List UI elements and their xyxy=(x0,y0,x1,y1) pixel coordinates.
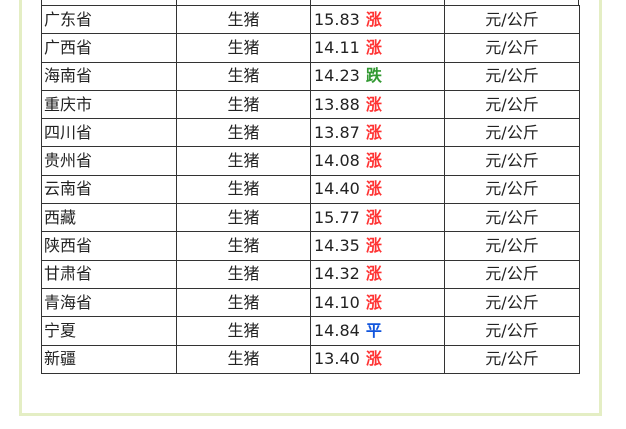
price-cell: 14.35 涨 xyxy=(310,231,445,261)
province: 广西省 xyxy=(41,33,177,63)
price: 14.40 xyxy=(314,179,360,199)
price: 14.35 xyxy=(314,236,360,256)
price: 14.10 xyxy=(314,292,360,312)
province: 陕西省 xyxy=(41,231,177,261)
province: 海南省 xyxy=(41,61,177,91)
province: 青海省 xyxy=(41,287,177,318)
trend: 涨 xyxy=(365,292,382,312)
product: 生猪 xyxy=(176,231,311,261)
unit: 元/公斤 xyxy=(444,61,580,91)
product: 生猪 xyxy=(176,4,311,35)
table-row: 广西省 生猪 14.11 涨元/公斤 xyxy=(41,33,580,63)
product: 生猪 xyxy=(176,203,311,233)
unit: 元/公斤 xyxy=(444,118,580,148)
trend: 涨 xyxy=(365,236,382,256)
table-row: 新疆 生猪 13.40 涨元/公斤 xyxy=(41,344,580,374)
trend: 涨 xyxy=(365,179,382,199)
price: 13.88 xyxy=(314,94,360,114)
unit: 元/公斤 xyxy=(444,344,580,374)
province: 云南省 xyxy=(41,174,177,205)
table-row: 青海省 生猪 14.10 涨元/公斤 xyxy=(41,287,580,318)
price-cell: 14.23 跌 xyxy=(310,61,445,91)
price-table: 广东省 生猪 15.83 涨元/公斤 广西省 生猪 14.11 涨元/公斤 海南省 生猪 14.23… xyxy=(41,4,580,374)
province: 宁夏 xyxy=(41,316,177,346)
table-top-stub xyxy=(41,0,579,5)
unit: 元/公斤 xyxy=(444,33,580,63)
product: 生猪 xyxy=(176,316,311,346)
province: 四川省 xyxy=(41,118,177,148)
product: 生猪 xyxy=(176,61,311,91)
frame xyxy=(19,0,602,416)
province: 新疆 xyxy=(41,344,177,374)
table-row: 广东省 生猪 15.83 涨元/公斤 xyxy=(41,4,580,35)
price-cell: 15.83 涨 xyxy=(310,4,445,35)
table-row: 重庆市 生猪 13.88 涨元/公斤 xyxy=(41,89,580,120)
price-cell: 14.84 平 xyxy=(310,316,445,346)
price-cell: 14.08 涨 xyxy=(310,146,445,176)
unit: 元/公斤 xyxy=(444,231,580,261)
price-cell: 13.88 涨 xyxy=(310,89,445,120)
unit: 元/公斤 xyxy=(444,174,580,205)
product: 生猪 xyxy=(176,287,311,318)
trend: 涨 xyxy=(365,122,382,142)
price: 14.23 xyxy=(314,66,360,86)
price: 15.77 xyxy=(314,207,360,227)
table-row: 西藏 生猪 15.77 涨元/公斤 xyxy=(41,203,580,233)
unit: 元/公斤 xyxy=(444,146,580,176)
province: 重庆市 xyxy=(41,89,177,120)
trend: 平 xyxy=(365,320,382,340)
table-row: 陕西省 生猪 14.35 涨元/公斤 xyxy=(41,231,580,261)
price: 14.84 xyxy=(314,320,360,340)
trend: 涨 xyxy=(365,151,382,171)
price-cell: 14.10 涨 xyxy=(310,287,445,318)
table-row: 贵州省 生猪 14.08 涨元/公斤 xyxy=(41,146,580,176)
province: 贵州省 xyxy=(41,146,177,176)
province: 甘肃省 xyxy=(41,259,177,289)
price-cell: 13.87 涨 xyxy=(310,118,445,148)
product: 生猪 xyxy=(176,259,311,289)
price-cell: 14.40 涨 xyxy=(310,174,445,205)
trend: 涨 xyxy=(365,94,382,114)
unit: 元/公斤 xyxy=(444,287,580,318)
trend: 涨 xyxy=(365,37,382,57)
product: 生猪 xyxy=(176,344,311,374)
table-row: 甘肃省 生猪 14.32 涨元/公斤 xyxy=(41,259,580,289)
province: 西藏 xyxy=(41,203,177,233)
unit: 元/公斤 xyxy=(444,89,580,120)
price: 13.87 xyxy=(314,122,360,142)
trend: 涨 xyxy=(365,207,382,227)
product: 生猪 xyxy=(176,146,311,176)
unit: 元/公斤 xyxy=(444,316,580,346)
price: 14.08 xyxy=(314,151,360,171)
unit: 元/公斤 xyxy=(444,203,580,233)
price-cell: 14.11 涨 xyxy=(310,33,445,63)
price: 14.32 xyxy=(314,264,360,284)
table-row: 云南省 生猪 14.40 涨元/公斤 xyxy=(41,174,580,205)
price: 13.40 xyxy=(314,349,360,369)
price: 15.83 xyxy=(314,9,360,29)
price-cell: 15.77 涨 xyxy=(310,203,445,233)
table-row: 宁夏 生猪 14.84 平元/公斤 xyxy=(41,316,580,346)
unit: 元/公斤 xyxy=(444,259,580,289)
trend: 跌 xyxy=(365,66,382,86)
price-cell: 14.32 涨 xyxy=(310,259,445,289)
trend: 涨 xyxy=(365,264,382,284)
province: 广东省 xyxy=(41,4,177,35)
price: 14.11 xyxy=(314,37,360,57)
unit: 元/公斤 xyxy=(444,4,580,35)
product: 生猪 xyxy=(176,174,311,205)
product: 生猪 xyxy=(176,33,311,63)
product: 生猪 xyxy=(176,89,311,120)
table-row: 海南省 生猪 14.23 跌元/公斤 xyxy=(41,61,580,91)
trend: 涨 xyxy=(365,9,382,29)
product: 生猪 xyxy=(176,118,311,148)
price-cell: 13.40 涨 xyxy=(310,344,445,374)
trend: 涨 xyxy=(365,349,382,369)
table-row: 四川省 生猪 13.87 涨元/公斤 xyxy=(41,118,580,148)
